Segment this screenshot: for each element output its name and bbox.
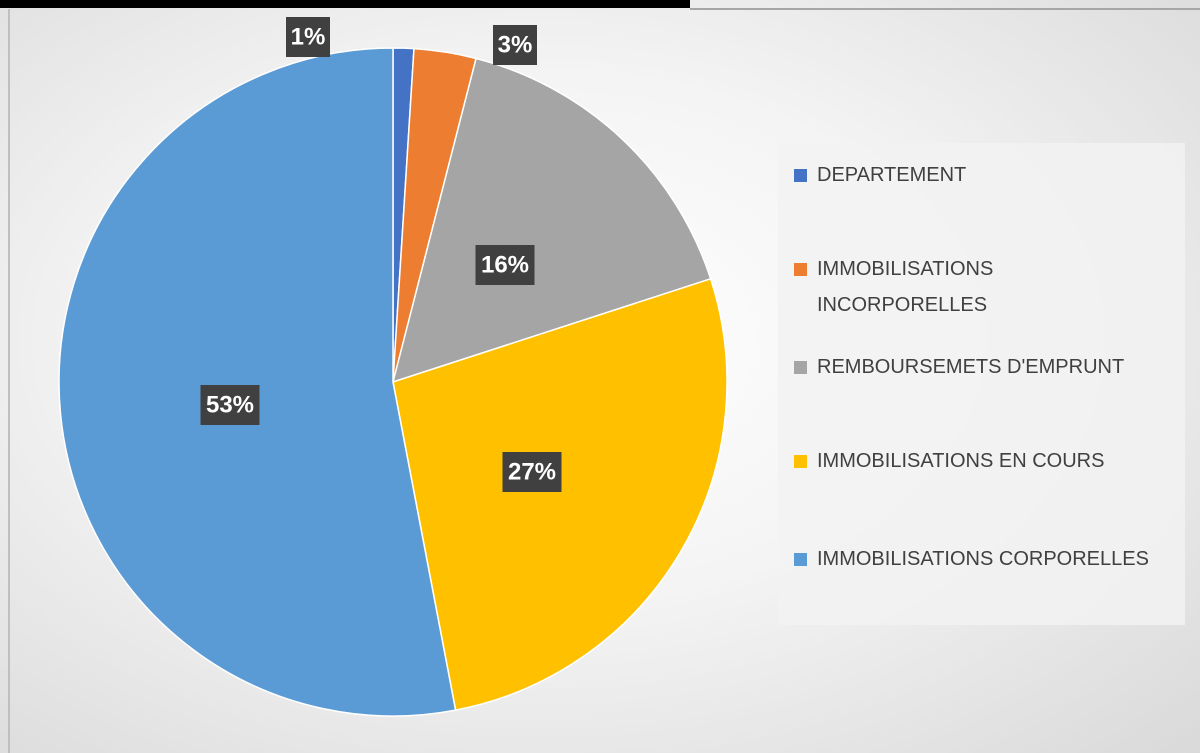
data-label-box [286,17,330,57]
legend-label: REMBOURSEMETS D'EMPRUNT [817,356,1125,378]
data-label: 3% [498,32,533,59]
data-label: 53% [206,392,254,419]
pie-slice [391,57,712,384]
legend-label: IMMOBILISATIONS EN COURS [817,450,1105,472]
legend-swatch [794,553,807,566]
legend-swatch [794,455,807,468]
data-label-box [200,385,260,425]
pie-slice [58,47,457,717]
data-label: 27% [508,459,556,486]
legend-entry: IMMOBILISATIONS CORPORELLES [794,541,1179,577]
legend-label: IMMOBILISATIONS CORPORELLES [817,548,1149,570]
data-label: 1% [291,24,326,51]
pie-slice [392,277,728,711]
legend: DEPARTEMENT IMMOBILISATIONS INCORPORELLES… [778,143,1185,625]
legend-label: IMMOBILISATIONS INCORPORELLES [817,258,994,316]
data-label-box [493,25,537,65]
data-label: 16% [481,252,529,279]
legend-swatch [794,263,807,276]
legend-entry: IMMOBILISATIONS INCORPORELLES [794,251,1179,323]
data-label-box [502,452,562,492]
legend-label: DEPARTEMENT [817,164,967,186]
legend-entry: IMMOBILISATIONS EN COURS [794,443,1179,479]
legend-swatch [794,361,807,374]
data-label-box [475,245,535,285]
header-bar [0,0,690,8]
legend-entry: DEPARTEMENT [794,157,1179,193]
legend-entry: REMBOURSEMETS D'EMPRUNT [794,349,1179,385]
legend-swatch [794,169,807,182]
